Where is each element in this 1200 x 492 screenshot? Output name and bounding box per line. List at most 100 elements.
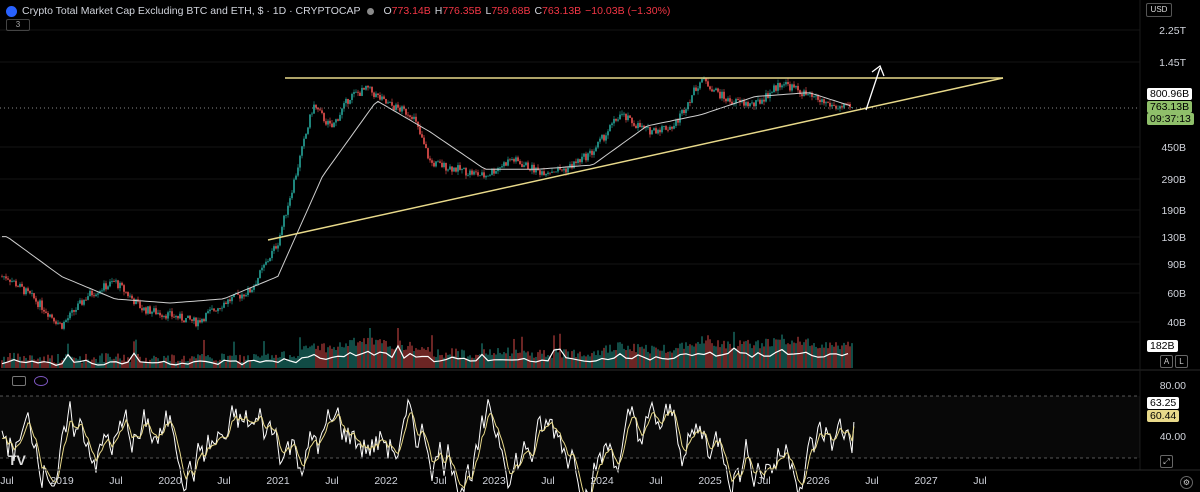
candle-body <box>257 278 259 284</box>
candle-body <box>813 96 815 98</box>
volume-bar <box>117 353 119 368</box>
volume-bar <box>701 336 703 368</box>
volume-bar <box>33 359 35 368</box>
time-label: 2024 <box>590 475 614 487</box>
volume-bar <box>243 356 245 368</box>
volume-bar <box>467 356 469 368</box>
candle-body <box>139 301 141 309</box>
candle-body <box>317 107 319 110</box>
candle-body <box>669 126 671 130</box>
volume-bar <box>801 344 803 368</box>
volume-bar <box>713 345 715 368</box>
candle-body <box>349 99 351 104</box>
candle-body <box>209 309 211 312</box>
candle-body <box>313 104 315 114</box>
candle-body <box>489 174 491 176</box>
volume-bar <box>67 343 69 368</box>
volume-bar <box>683 348 685 368</box>
volume-bar <box>47 354 49 368</box>
candle-body <box>71 310 73 313</box>
market-status-icon <box>367 7 375 15</box>
candle-body <box>579 159 581 163</box>
candle-body <box>577 159 579 163</box>
pane-collapse-icon[interactable] <box>12 376 26 386</box>
symbol-icon <box>6 5 17 17</box>
candle-body <box>783 84 785 86</box>
volume-bar <box>3 356 5 368</box>
indicators-count-badge[interactable]: 3 <box>6 19 30 31</box>
volume-bar <box>551 357 553 368</box>
candle-body <box>291 192 293 199</box>
volume-bar <box>845 344 847 368</box>
volume-bar <box>541 353 543 368</box>
candle-body <box>491 169 493 175</box>
candle-body <box>275 246 277 249</box>
candle-body <box>189 315 191 320</box>
volume-bar <box>501 354 503 368</box>
volume-bar <box>699 343 701 368</box>
candle-body <box>747 102 749 107</box>
candle-body <box>177 315 179 319</box>
candle-body <box>581 156 583 163</box>
candle-body <box>319 109 321 111</box>
candle-body <box>283 215 285 227</box>
candle-body <box>201 319 203 323</box>
volume-bar <box>143 361 145 368</box>
indicator-settings-icon[interactable] <box>34 376 48 386</box>
candle-body <box>135 299 137 305</box>
osc-maximize-icon[interactable]: ⤢ <box>1160 455 1173 468</box>
candle-body <box>549 172 551 174</box>
candle-body <box>831 104 833 107</box>
volume-bar <box>837 345 839 368</box>
candle-body <box>193 317 195 321</box>
candle-body <box>265 261 267 265</box>
symbol-title[interactable]: Crypto Total Market Cap Excluding BTC an… <box>22 5 361 17</box>
candle-body <box>819 99 821 103</box>
candle-body <box>663 126 665 127</box>
candle-body <box>721 91 723 99</box>
candle-body <box>459 165 461 170</box>
time-label: 2026 <box>806 475 830 487</box>
candle-body <box>745 102 747 106</box>
candle-body <box>411 116 413 119</box>
volume-bar <box>847 341 849 368</box>
candle-body <box>629 115 631 118</box>
tradingview-logo: TV <box>8 452 26 468</box>
volume-bar <box>229 355 231 368</box>
volume-bar <box>695 343 697 368</box>
volume-bar <box>495 354 497 368</box>
candle-body <box>453 167 455 172</box>
time-label: Jul <box>757 475 771 487</box>
candle-body <box>383 96 385 99</box>
volume-bar <box>377 340 379 368</box>
volume-bar <box>571 351 573 368</box>
candle-body <box>555 171 557 173</box>
candle-body <box>547 172 549 174</box>
log-scale-button[interactable]: L <box>1175 355 1188 368</box>
candle-body <box>161 315 163 317</box>
candle-body <box>335 119 337 123</box>
volume-bar <box>827 348 829 368</box>
volume-bar <box>31 355 33 368</box>
candle-body <box>807 94 809 96</box>
candle-body <box>65 320 67 322</box>
candle-body <box>301 146 303 156</box>
currency-button[interactable]: USD <box>1146 3 1172 17</box>
candle-body <box>605 135 607 141</box>
candle-body <box>835 105 837 109</box>
candle-body <box>821 99 823 103</box>
volume-bar <box>77 359 79 368</box>
auto-scale-button[interactable]: A <box>1160 355 1173 368</box>
volume-bar <box>465 358 467 368</box>
chart-settings-icon[interactable]: ⚙ <box>1180 476 1193 489</box>
volume-bar <box>439 355 441 368</box>
volume-bar <box>697 341 699 368</box>
candle-body <box>655 128 657 134</box>
candle-body <box>539 170 541 175</box>
candle-body <box>785 82 787 85</box>
volume-bar <box>529 355 531 368</box>
high-value: 776.35B <box>442 5 482 17</box>
candle-body <box>223 302 225 308</box>
volume-bar <box>555 348 557 368</box>
